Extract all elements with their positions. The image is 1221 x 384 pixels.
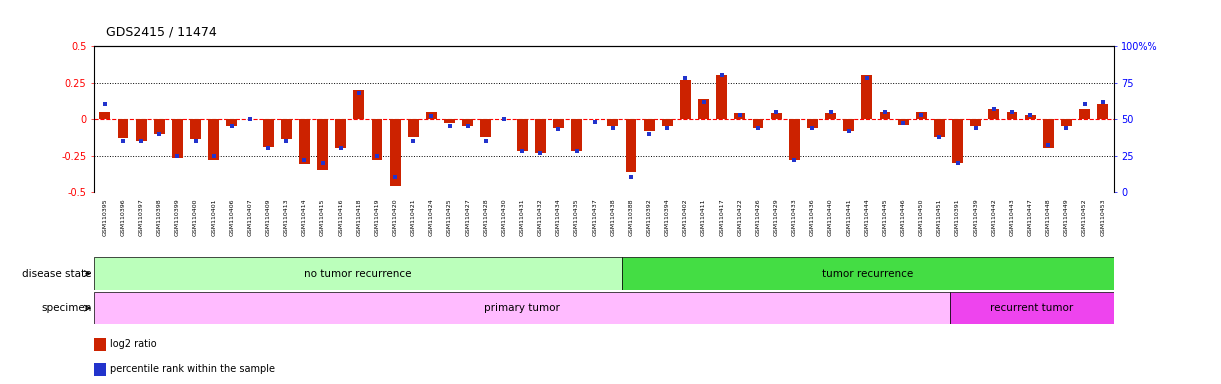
Bar [281, 119, 292, 139]
Bar [752, 119, 763, 128]
Bar [444, 119, 455, 123]
Bar [353, 90, 364, 119]
Bar [117, 119, 128, 138]
Bar [1061, 119, 1072, 126]
Bar [789, 119, 800, 160]
Bar [807, 119, 818, 128]
Bar [734, 113, 745, 119]
Bar [1079, 109, 1090, 119]
Bar [209, 119, 220, 160]
Bar [480, 119, 491, 137]
Bar [621, 257, 1114, 290]
Bar [336, 119, 347, 148]
Text: specimen: specimen [42, 303, 92, 313]
Bar [299, 119, 310, 164]
Bar [844, 119, 855, 131]
Bar [571, 119, 582, 151]
Bar [1043, 119, 1054, 148]
Bar [226, 119, 237, 126]
Bar [680, 79, 691, 119]
Bar [94, 257, 621, 290]
Bar [698, 99, 709, 119]
Bar [535, 119, 546, 152]
Text: tumor recurrence: tumor recurrence [822, 268, 913, 279]
Bar [662, 119, 673, 126]
Bar [408, 119, 419, 137]
Text: recurrent tumor: recurrent tumor [990, 303, 1073, 313]
Bar [136, 119, 147, 141]
Bar [426, 112, 437, 119]
Bar [861, 75, 872, 119]
Bar [825, 113, 836, 119]
Text: primary tumor: primary tumor [484, 303, 559, 313]
Bar [916, 112, 927, 119]
Bar [988, 109, 999, 119]
Text: no tumor recurrence: no tumor recurrence [304, 268, 411, 279]
Bar [99, 112, 110, 119]
Bar [172, 119, 183, 159]
Bar [371, 119, 382, 160]
Bar [625, 119, 636, 172]
Bar [770, 113, 781, 119]
Bar [94, 292, 950, 324]
Bar [950, 292, 1114, 324]
Bar [463, 119, 474, 126]
Bar [1006, 112, 1017, 119]
Text: percentile rank within the sample: percentile rank within the sample [110, 364, 275, 374]
Bar [643, 119, 654, 131]
Bar [897, 119, 908, 125]
Bar [263, 119, 274, 147]
Text: GDS2415 / 11474: GDS2415 / 11474 [106, 25, 217, 38]
Bar [553, 119, 564, 128]
Bar [879, 112, 890, 119]
Text: log2 ratio: log2 ratio [110, 339, 156, 349]
Bar [317, 119, 328, 170]
Text: disease state: disease state [22, 268, 92, 279]
Bar [934, 119, 945, 137]
Bar [516, 119, 527, 151]
Bar [154, 119, 165, 134]
Bar [1098, 104, 1109, 119]
Bar [971, 119, 982, 126]
Bar [1024, 115, 1035, 119]
Bar [190, 119, 201, 139]
Bar [952, 119, 963, 163]
Bar [389, 119, 400, 186]
Bar [717, 75, 728, 119]
Bar [607, 119, 618, 126]
